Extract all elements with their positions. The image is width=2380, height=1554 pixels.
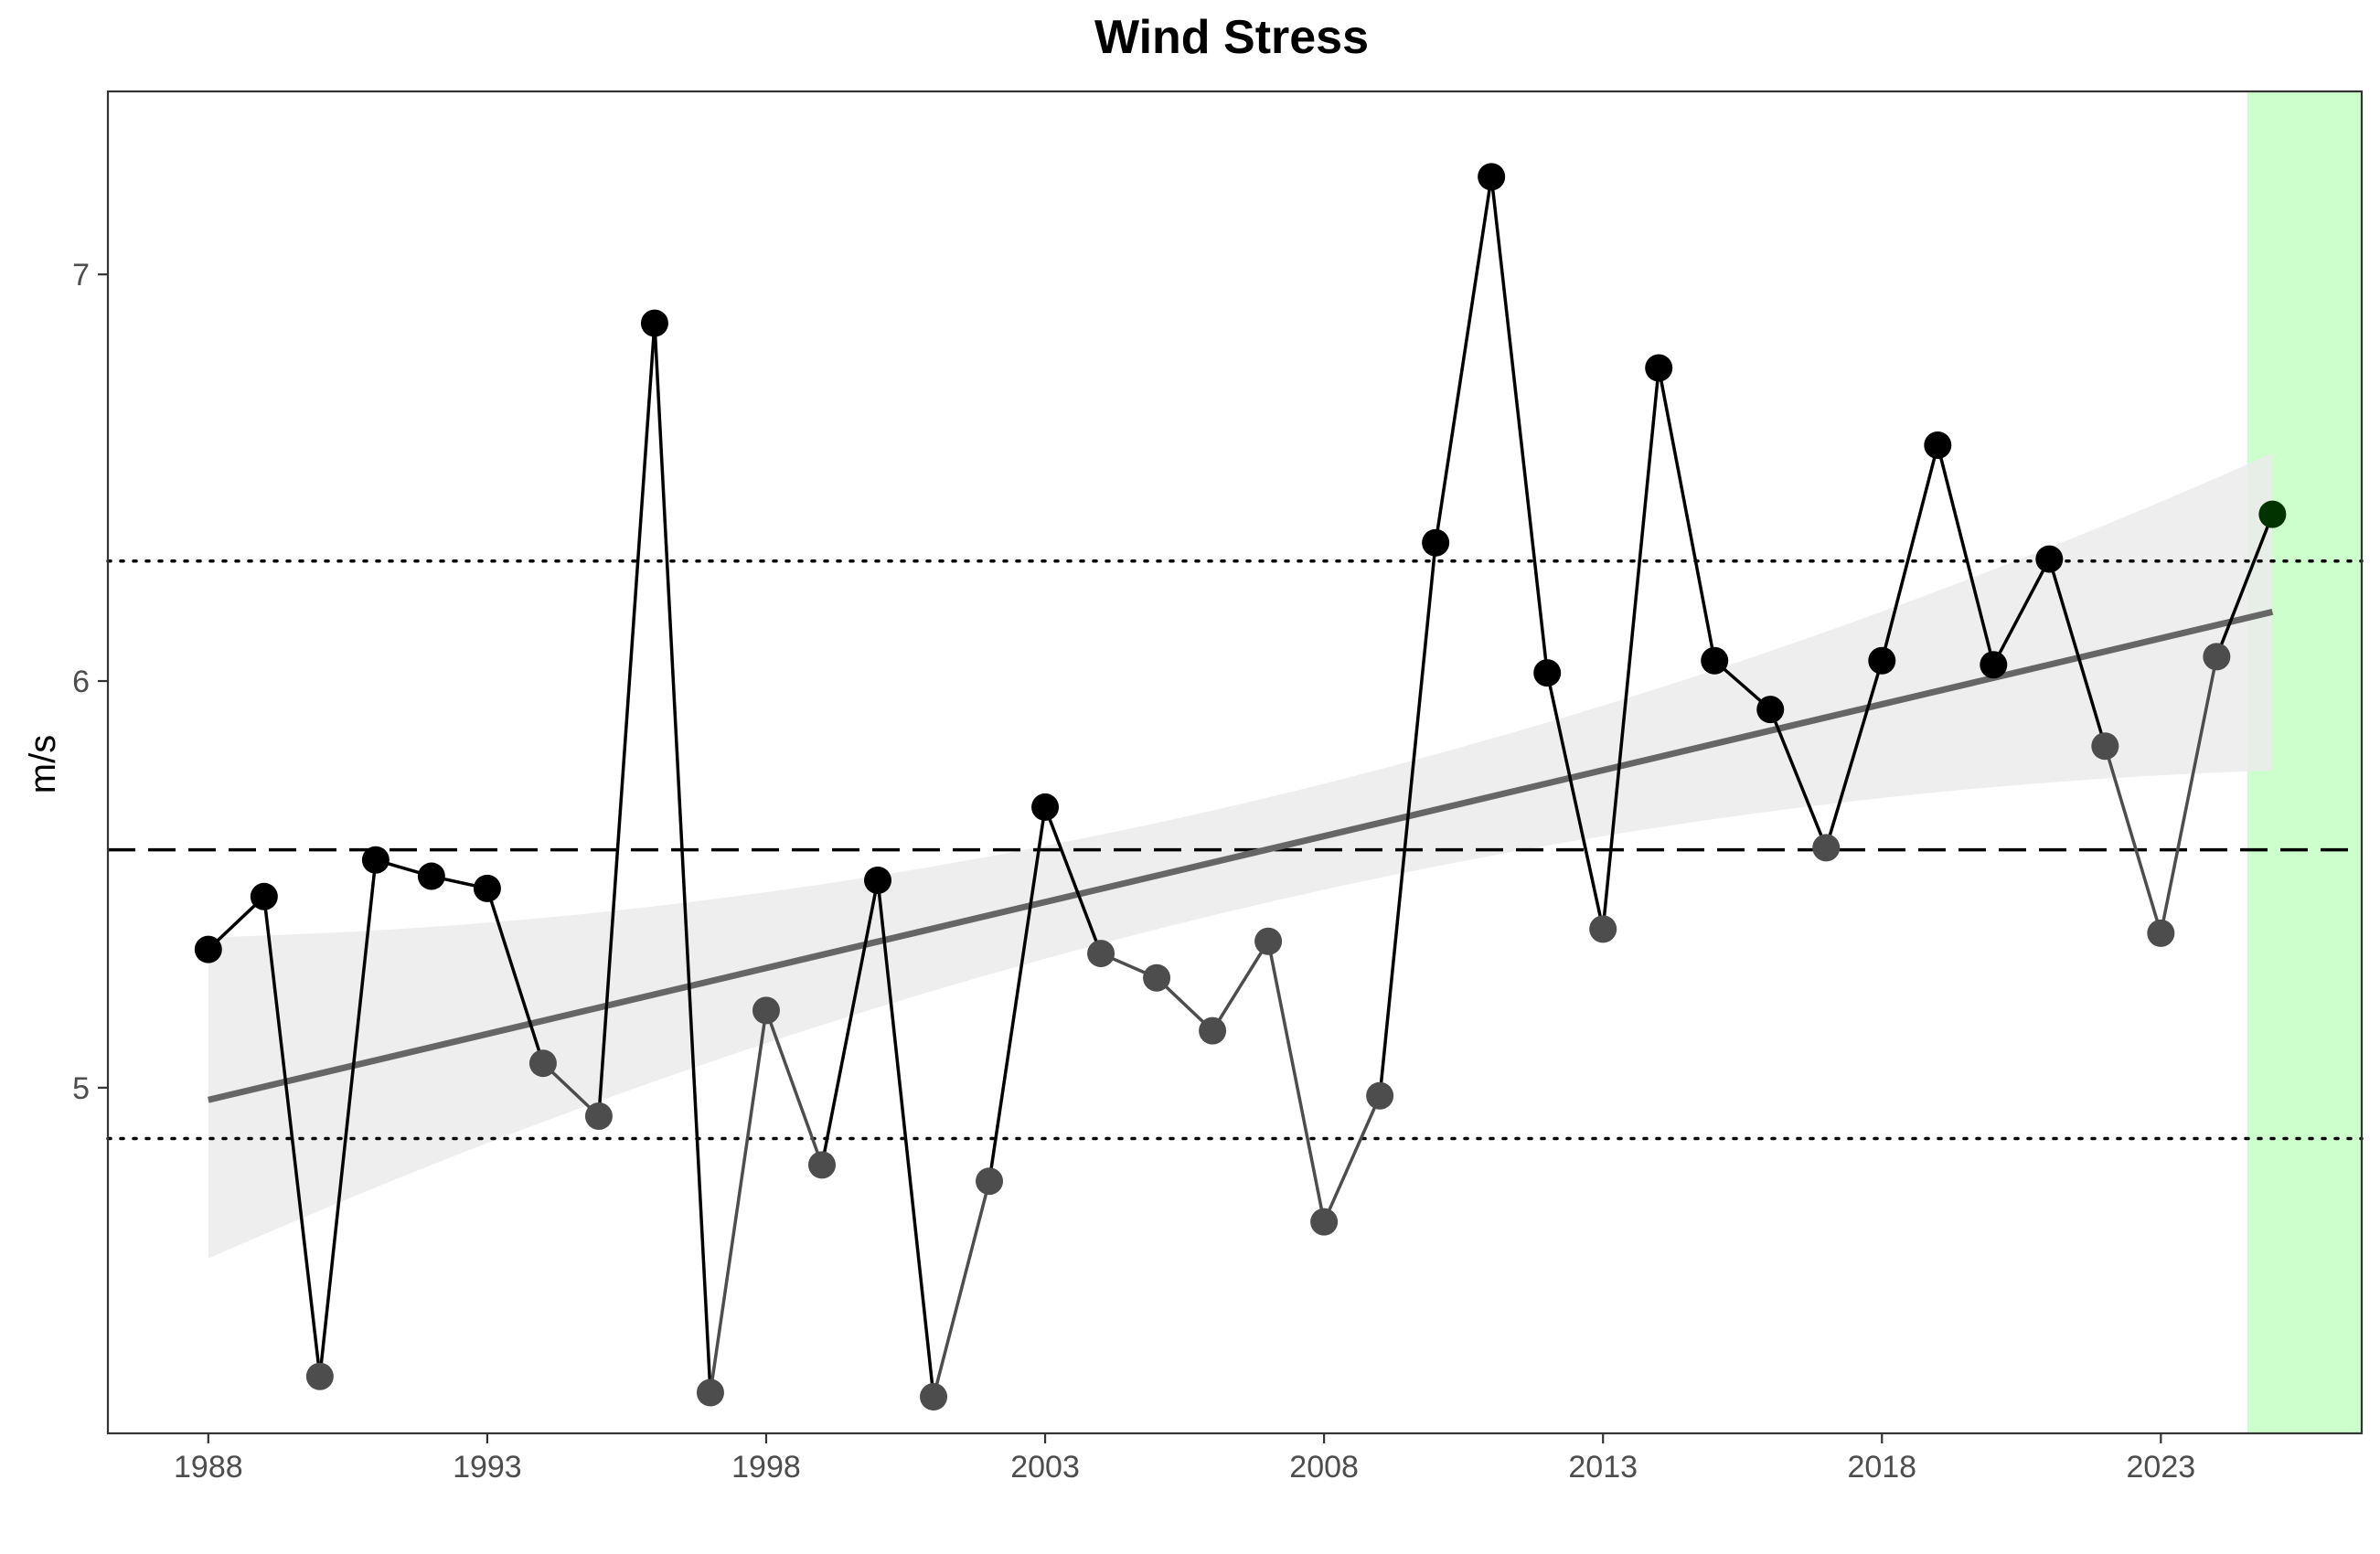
x-tick-label: 1993 — [453, 1450, 522, 1485]
data-point — [807, 1151, 836, 1179]
data-point — [2147, 919, 2175, 947]
data-point — [1645, 354, 1673, 382]
data-point — [2091, 732, 2119, 761]
x-tick-label: 1988 — [174, 1450, 243, 1485]
series-segment — [876, 879, 935, 1398]
data-point — [976, 1167, 1004, 1196]
series-segment — [486, 888, 545, 1064]
series-segment — [1545, 672, 1605, 930]
data-point — [305, 1362, 334, 1390]
data-point — [1589, 915, 1617, 943]
y-tick-label: 7 — [72, 258, 90, 293]
series-segment — [1434, 176, 1493, 544]
data-point — [1031, 793, 1060, 821]
x-tick-label: 2023 — [2127, 1450, 2196, 1485]
data-point — [1756, 696, 1785, 724]
series-segment — [1880, 444, 1939, 662]
data-point — [473, 874, 501, 902]
data-point — [1087, 940, 1115, 968]
data-point — [1310, 1208, 1339, 1236]
plot-area: 1988 1993 1998 2003 2008 2013 2018 2023 5 6 7 — [72, 90, 2364, 1485]
series-segment — [1378, 542, 1437, 1096]
series-segment — [653, 323, 712, 1393]
data-point — [1812, 834, 1841, 862]
data-point — [752, 996, 780, 1025]
series-segment — [1211, 940, 1270, 1032]
series-segment — [932, 1180, 991, 1398]
series-segment — [2159, 655, 2219, 934]
data-point — [1533, 659, 1562, 687]
data-point — [1199, 1016, 1227, 1045]
series-segment — [1824, 660, 1884, 848]
series-segment — [1266, 941, 1326, 1223]
data-point — [2203, 643, 2231, 671]
data-point — [696, 1378, 724, 1407]
series-segment — [1936, 444, 1995, 665]
data-point — [1478, 163, 1506, 191]
series-segment — [820, 879, 880, 1166]
data-point — [528, 1049, 557, 1078]
data-point — [1143, 963, 1171, 992]
data-point — [1980, 651, 2008, 679]
data-point — [2258, 500, 2287, 528]
x-tick-label: 2003 — [1010, 1450, 1080, 1485]
series-segment — [1991, 558, 2051, 666]
y-tick-label: 6 — [72, 665, 90, 699]
series-segment — [2047, 559, 2108, 747]
series-segment — [709, 1010, 768, 1393]
series-segment — [1322, 1095, 1382, 1223]
data-point — [920, 1382, 948, 1410]
series-segment — [1657, 367, 1716, 662]
series-segment — [1489, 176, 1549, 674]
plot-panel-border — [106, 90, 2364, 1435]
series-segment — [1768, 708, 1828, 849]
series-segment — [1043, 806, 1103, 954]
series-segment — [1601, 367, 1660, 930]
series-segment — [597, 323, 656, 1117]
trend-line — [208, 608, 2274, 1103]
x-tick-label: 2013 — [1568, 1450, 1638, 1485]
x-tick-label: 2018 — [1847, 1450, 1916, 1485]
data-point — [2035, 545, 2064, 573]
data-point — [1701, 646, 1729, 675]
series-segment — [2215, 514, 2275, 657]
data-point — [250, 882, 278, 910]
data-point — [640, 309, 668, 337]
data-point — [194, 935, 222, 963]
data-point — [864, 867, 892, 895]
x-tick-label: 2008 — [1289, 1450, 1359, 1485]
data-point — [584, 1102, 613, 1131]
series-segment — [318, 859, 378, 1377]
series-segment — [987, 806, 1047, 1182]
series-segment — [262, 896, 322, 1377]
data-point — [1366, 1081, 1394, 1110]
data-point — [1254, 927, 1283, 955]
data-point — [1422, 528, 1450, 557]
data-point — [361, 846, 390, 874]
data-point — [1924, 431, 1952, 460]
series-segment — [764, 1009, 824, 1166]
y-tick-label: 5 — [72, 1071, 90, 1106]
y-axis-title: m/s — [23, 735, 63, 793]
x-tick-label: 1998 — [731, 1450, 801, 1485]
data-point — [1868, 646, 1896, 675]
data-point — [417, 862, 445, 890]
chart-title: Wind Stress — [1094, 11, 1369, 64]
series-segment — [2103, 745, 2163, 934]
